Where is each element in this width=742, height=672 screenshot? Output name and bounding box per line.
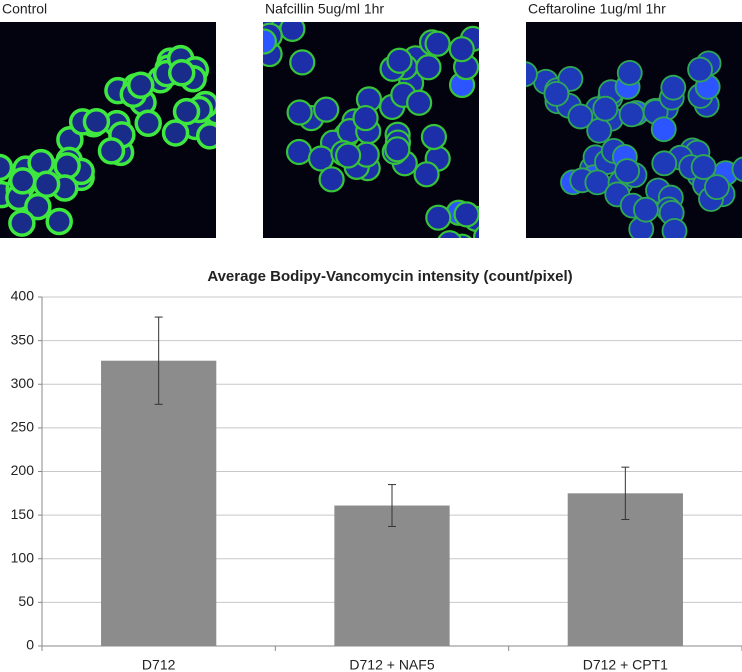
image-label: Nafcillin 5ug/ml 1hr	[265, 1, 384, 17]
cell	[0, 153, 14, 182]
cell	[473, 226, 479, 238]
cell	[448, 36, 475, 63]
cell	[592, 95, 619, 122]
cell	[263, 28, 278, 55]
error-bar	[154, 316, 163, 405]
cell	[134, 109, 162, 137]
cell	[526, 61, 538, 87]
cell	[650, 116, 677, 143]
chart-title: Average Bodipy-Vancomycin intensity (cou…	[207, 268, 572, 285]
cell	[279, 22, 306, 42]
bar	[334, 505, 450, 646]
cell	[286, 99, 313, 126]
cell	[172, 97, 201, 126]
cell	[195, 122, 216, 150]
cell	[167, 59, 196, 87]
y-tick-label: 0	[26, 637, 34, 653]
cell	[614, 158, 641, 184]
cell	[452, 233, 472, 238]
cell	[567, 103, 594, 130]
y-tick-label: 400	[11, 288, 35, 304]
cell	[413, 161, 440, 188]
cell	[704, 174, 730, 201]
cell	[335, 142, 362, 169]
cell	[285, 138, 313, 166]
micrograph	[263, 22, 479, 238]
y-tick-label: 100	[11, 549, 35, 565]
cell	[651, 150, 678, 177]
y-tick-label: 50	[18, 593, 34, 609]
cell	[687, 56, 713, 83]
cell	[731, 156, 742, 182]
cell	[453, 201, 479, 228]
cell	[313, 96, 340, 123]
cell	[45, 207, 73, 236]
y-tick-label: 150	[11, 506, 35, 522]
x-tick-label: D712	[142, 657, 176, 672]
cell	[82, 107, 111, 136]
cell	[406, 89, 433, 116]
x-tick-label: D712 + NAF5	[349, 657, 434, 672]
cell	[126, 71, 155, 100]
bar	[101, 360, 217, 646]
y-tick-label: 200	[11, 462, 35, 478]
cell	[660, 74, 687, 101]
y-tick-label: 350	[11, 331, 35, 347]
cell	[318, 166, 345, 193]
cell	[97, 137, 126, 165]
error-bar	[621, 466, 630, 520]
image-label: Ceftaroline 1ug/ml 1hr	[528, 1, 666, 17]
y-tick-label: 300	[11, 375, 35, 391]
micrograph	[0, 22, 216, 238]
cell	[8, 167, 37, 195]
image-label: Control	[2, 1, 47, 17]
cell	[53, 152, 81, 180]
cell	[24, 192, 52, 221]
cell	[415, 54, 442, 81]
cell	[161, 119, 190, 147]
cell	[386, 47, 413, 74]
cell	[32, 170, 61, 198]
cell	[289, 49, 316, 76]
x-tick-label: D712 + CPT1	[583, 657, 668, 672]
cell	[618, 101, 645, 128]
cell	[437, 230, 462, 238]
y-tick-label: 250	[11, 419, 35, 435]
cell	[661, 218, 688, 238]
cell	[616, 59, 643, 86]
cell	[8, 209, 36, 237]
cell	[424, 30, 451, 57]
micrograph	[526, 22, 742, 238]
cell	[633, 196, 659, 223]
cell	[425, 204, 452, 231]
cell	[420, 123, 448, 151]
cell	[384, 136, 411, 163]
cell	[352, 104, 379, 132]
cell	[690, 154, 717, 180]
cell	[543, 81, 570, 107]
error-bar	[388, 484, 396, 527]
micrographs	[0, 22, 742, 238]
